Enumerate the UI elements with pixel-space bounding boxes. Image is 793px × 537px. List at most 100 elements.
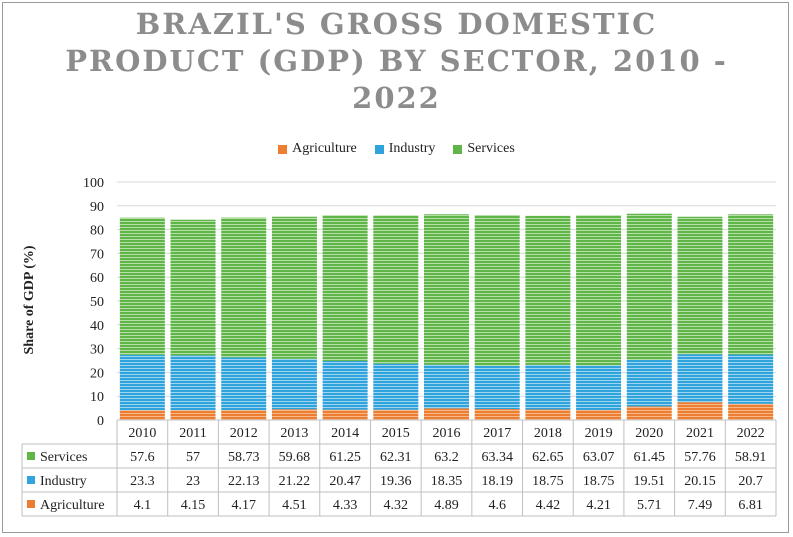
table-row-label-services: Services (40, 450, 87, 465)
x-tick-label: 2018 (534, 426, 562, 441)
x-tick-label: 2010 (128, 426, 156, 441)
bar-services-2020 (626, 213, 672, 360)
data-label-services: 63.07 (583, 450, 615, 465)
bar-agriculture-2016 (424, 408, 469, 420)
y-tick-label: 10 (90, 390, 104, 405)
y-tick-label: 20 (90, 366, 104, 381)
data-label-agriculture: 4.21 (586, 498, 611, 513)
data-label-services: 61.25 (329, 450, 361, 465)
bar-industry-2019 (576, 365, 622, 410)
data-label-agriculture: 4.42 (536, 498, 561, 513)
data-label-services: 62.65 (532, 450, 564, 465)
chart-title-line-2: PRODUCT (GDP) BY SECTOR, 2010 - (65, 44, 728, 78)
data-label-agriculture: 6.81 (738, 498, 763, 513)
bar-industry-2015 (373, 363, 419, 410)
x-tick-label: 2015 (382, 426, 410, 441)
data-label-agriculture: 4.89 (434, 498, 459, 513)
bar-industry-2013 (271, 358, 317, 410)
y-tick-label: 60 (90, 271, 104, 286)
bar-industry-2012 (221, 357, 267, 411)
data-label-agriculture: 5.71 (637, 498, 662, 513)
chart-title-line-1: BRAZIL'S GROSS DOMESTIC (135, 7, 658, 41)
bar-agriculture-2014 (322, 409, 368, 420)
data-label-agriculture: 4.15 (181, 498, 206, 513)
legend-item-industry: Industry (374, 141, 435, 157)
bar-services-2016 (424, 214, 469, 365)
data-label-industry: 21.22 (279, 474, 311, 489)
bar-agriculture-2020 (626, 406, 672, 420)
table-row-label-industry: Industry (40, 474, 87, 489)
data-label-industry: 20.47 (329, 474, 361, 489)
table-legend-key-agriculture (27, 500, 35, 508)
bar-services-2019 (576, 215, 622, 366)
data-label-industry: 23 (186, 474, 200, 489)
data-label-industry: 18.75 (532, 474, 564, 489)
x-tick-label: 2019 (585, 426, 613, 441)
bar-agriculture-2015 (373, 409, 419, 420)
data-label-agriculture: 4.1 (134, 498, 152, 513)
bar-industry-2020 (626, 359, 672, 407)
data-label-services: 58.73 (228, 450, 260, 465)
y-tick-label: 90 (90, 200, 104, 215)
data-table: 2010 2011 2012 2013 2014 2015 2016 2017 2018 2019… (21, 419, 777, 517)
bar-industry-2011 (170, 355, 216, 411)
legend-swatch-services (453, 144, 463, 154)
bar-agriculture-2013 (271, 409, 317, 420)
chart-title-line-3: 2022 (352, 81, 441, 115)
data-label-services: 61.45 (634, 450, 666, 465)
y-axis-ticks: 0 10 20 30 40 50 60 70 80 90 100 (83, 176, 104, 429)
data-label-industry: 18.19 (481, 474, 513, 489)
bar-industry-2021 (677, 354, 723, 403)
legend-label-agriculture: Agriculture (292, 141, 357, 156)
bar-services-2018 (525, 215, 571, 365)
data-label-agriculture: 4.32 (384, 498, 409, 513)
bar-services-2014 (322, 215, 368, 361)
data-label-agriculture: 4.33 (333, 498, 358, 513)
data-label-services: 63.34 (481, 450, 513, 465)
bar-services-2022 (728, 214, 774, 355)
x-tick-label: 2013 (280, 426, 308, 441)
chart-title: BRAZIL'S GROSS DOMESTIC PRODUCT (GDP) BY… (0, 6, 793, 117)
legend-item-services: Services (453, 141, 515, 157)
data-label-services: 58.91 (735, 450, 767, 465)
data-label-services: 63.2 (434, 450, 459, 465)
bar-services-2015 (373, 215, 419, 364)
table-row-label-agriculture: Agriculture (40, 498, 105, 513)
data-label-agriculture: 4.17 (231, 498, 256, 513)
bar-agriculture-2010 (119, 410, 165, 420)
y-tick-label: 40 (90, 319, 104, 334)
data-label-services: 57 (186, 450, 200, 465)
legend-label-services: Services (467, 141, 515, 156)
data-label-industry: 23.3 (130, 474, 155, 489)
chart-legend: Agriculture Industry Services (0, 141, 793, 157)
data-label-industry: 20.7 (738, 474, 763, 489)
bar-agriculture-2017 (474, 409, 520, 420)
x-tick-label: 2017 (483, 426, 511, 441)
x-tick-label: 2022 (737, 426, 765, 441)
bar-agriculture-2021 (677, 402, 723, 420)
bar-agriculture-2022 (728, 403, 774, 420)
x-tick-label: 2020 (635, 426, 663, 441)
y-tick-label: 0 (97, 414, 104, 429)
y-tick-label: 70 (90, 247, 104, 262)
bar-agriculture-2011 (170, 410, 216, 420)
data-label-industry: 22.13 (228, 474, 260, 489)
legend-swatch-agriculture (278, 144, 288, 154)
x-tick-label: 2014 (331, 426, 359, 441)
data-label-industry: 19.36 (380, 474, 412, 489)
data-label-industry: 20.15 (684, 474, 716, 489)
data-label-services: 59.68 (279, 450, 311, 465)
x-tick-label: 2012 (230, 426, 258, 441)
bar-agriculture-2012 (221, 410, 267, 420)
bar-industry-2016 (424, 364, 469, 409)
bar-services-2010 (119, 217, 165, 355)
legend-swatch-industry (374, 144, 384, 154)
x-tick-label: 2016 (433, 426, 461, 441)
legend-item-agriculture: Agriculture (278, 141, 357, 157)
bar-services-2013 (271, 216, 317, 359)
bars (119, 213, 774, 420)
bar-industry-2022 (728, 354, 774, 404)
bar-services-2017 (474, 215, 520, 366)
data-label-agriculture: 4.6 (488, 498, 506, 513)
